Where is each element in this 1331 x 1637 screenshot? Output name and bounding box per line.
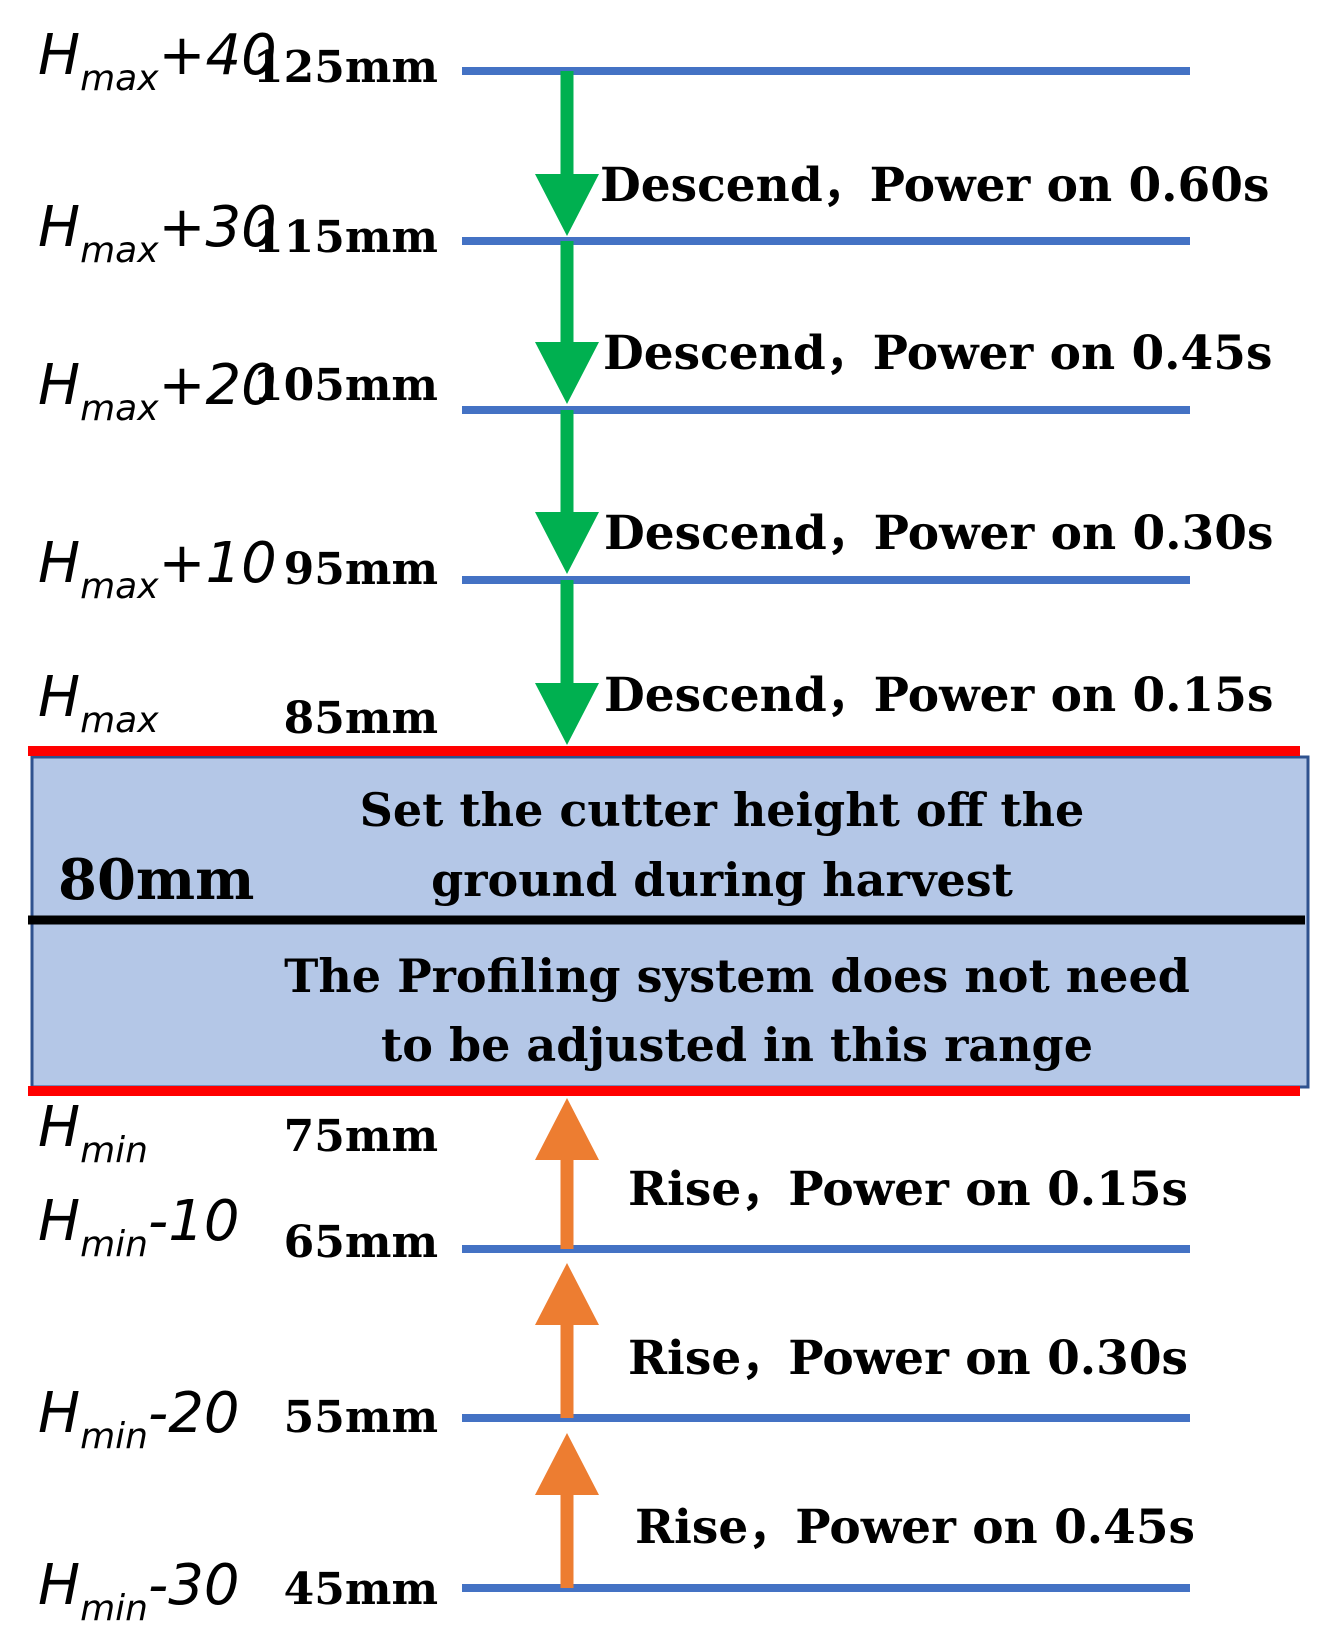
band-lower-line-1: The Profiling system does not need	[284, 949, 1190, 1003]
level-label-base: H	[38, 665, 80, 730]
band-upper-line-1: Set the cutter height off the	[360, 783, 1085, 837]
level-label: Hmax+40	[38, 23, 277, 99]
band-upper-line-2: ground during harvest	[431, 853, 1013, 907]
level-label-sub: min	[80, 1588, 148, 1629]
level-label-sub: min	[80, 1130, 148, 1171]
level-label-base: H	[38, 1189, 80, 1254]
level-label: Hmax+10	[38, 531, 277, 607]
level-label-offset: +20	[159, 353, 277, 418]
rise-action-label: Rise，Power on 0.30s	[628, 1331, 1188, 1386]
level-label-base: H	[38, 531, 80, 596]
descend-arrow-head	[535, 683, 599, 745]
level-label: Hmax	[38, 665, 159, 741]
level-label-offset: +10	[159, 531, 277, 596]
level-mm: 55mm	[284, 1392, 438, 1443]
descend-arrow-head	[535, 174, 599, 236]
level-mm: 115mm	[253, 212, 438, 263]
level-label-sub: max	[80, 230, 159, 271]
level-label-sub: min	[80, 1224, 148, 1265]
level-label-base: H	[38, 353, 80, 418]
level-label-sub: max	[80, 566, 159, 607]
level-label-base: H	[38, 1381, 80, 1446]
rise-action-label: Rise，Power on 0.15s	[628, 1162, 1188, 1217]
level-label-offset: +30	[159, 195, 277, 260]
rise-action-label: Rise，Power on 0.45s	[635, 1500, 1195, 1555]
level-mm: 125mm	[253, 42, 438, 93]
level-label-sub: max	[80, 58, 159, 99]
descend-action-label: Descend，Power on 0.45s	[603, 326, 1272, 381]
level-label-offset: -20	[148, 1381, 239, 1446]
descend-arrow-head	[535, 512, 599, 574]
band-value: 80mm	[58, 847, 254, 913]
rise-arrow-head	[535, 1098, 599, 1160]
descend-action-label: Descend，Power on 0.15s	[604, 668, 1273, 723]
rise-arrow-head	[535, 1263, 599, 1325]
action-labels-group: Descend，Power on 0.60s Descend，Power on 0…	[600, 158, 1273, 1555]
level-label: Hmax+20	[38, 353, 277, 429]
level-mm: 105mm	[253, 360, 438, 411]
level-mm: 45mm	[284, 1564, 438, 1615]
level-label-sub: max	[80, 388, 159, 429]
arrows-group	[535, 71, 599, 1588]
level-label: Hmin	[38, 1095, 148, 1171]
descend-action-label: Descend，Power on 0.30s	[604, 506, 1273, 561]
level-label-offset: +40	[159, 23, 277, 88]
level-mm: 65mm	[284, 1217, 438, 1268]
band-lower-line-2: to be adjusted in this range	[381, 1018, 1093, 1072]
level-label-base: H	[38, 1095, 80, 1160]
level-label-offset: -30	[148, 1553, 239, 1618]
level-label-base: H	[38, 23, 80, 88]
level-lines-group: Hmax+40125mmHmax+30115mmHmax+20105mmHmax…	[38, 23, 1190, 1629]
level-label: Hmax+30	[38, 195, 277, 271]
level-label: Hmin-30	[38, 1553, 239, 1629]
level-label-base: H	[38, 195, 80, 260]
rise-arrow-head	[535, 1433, 599, 1495]
level-mm: 75mm	[284, 1111, 438, 1162]
level-mm: 95mm	[284, 544, 438, 595]
level-label: Hmin-10	[38, 1189, 239, 1265]
level-label-sub: max	[80, 700, 159, 741]
descend-action-label: Descend，Power on 0.60s	[600, 158, 1269, 213]
descend-arrow-head	[535, 342, 599, 404]
level-mm: 85mm	[284, 693, 438, 744]
level-label-sub: min	[80, 1416, 148, 1457]
level-label: Hmin-20	[38, 1381, 239, 1457]
level-label-base: H	[38, 1553, 80, 1618]
level-label-offset: -10	[148, 1189, 239, 1254]
